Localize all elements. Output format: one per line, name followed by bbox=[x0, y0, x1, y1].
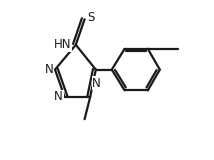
Text: HN: HN bbox=[54, 38, 72, 51]
Text: N: N bbox=[45, 63, 54, 76]
Text: S: S bbox=[88, 11, 95, 24]
Text: N: N bbox=[54, 90, 63, 103]
Text: N: N bbox=[92, 77, 101, 90]
